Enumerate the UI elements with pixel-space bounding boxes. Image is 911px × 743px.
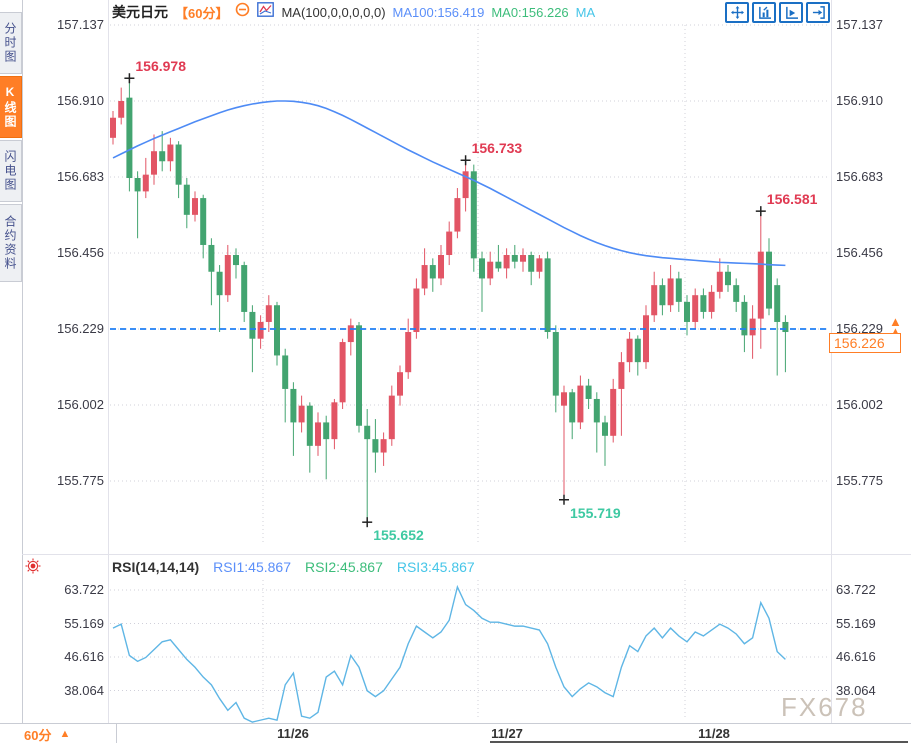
marked-high-price-label: 156.733 (471, 140, 523, 157)
timeframe-selector-arrow-icon: ▲ (59, 728, 71, 740)
price-axis-label-right: 157.137 (836, 17, 883, 32)
rsi-axis-label-right: 46.616 (836, 649, 876, 664)
rsi-axis-label-left: 46.616 (64, 649, 104, 664)
rsi-header: RSI(14,14,14) RSI1:45.867 RSI2:45.867 RS… (112, 559, 475, 575)
symbol-title: 美元日元 (112, 4, 168, 20)
ma-settings-label[interactable]: MA(100,0,0,0,0,0) (281, 4, 386, 20)
price-axis-label-right: 156.002 (836, 397, 883, 412)
rsi-axis-label-left: 55.169 (64, 615, 104, 631)
chart-header: 美元日元 【60分】 MA(100,0,0,0,0,0) MA100:156.4… (112, 2, 596, 22)
ma-indicator-icon[interactable] (257, 2, 275, 22)
horizontal-scrollbar[interactable] (490, 741, 908, 743)
price-axis-label-left: 156.910 (57, 93, 104, 108)
rsi-axis-label-right: 38.064 (836, 682, 876, 698)
rsi2-value-label: RSI2:45.867 (305, 559, 383, 575)
chart-play-icon[interactable] (779, 2, 803, 23)
indicator-settings-icon[interactable] (25, 558, 41, 579)
chart-zoom-in-icon[interactable] (752, 2, 776, 23)
ma-extra-label: MA (575, 4, 596, 20)
marked-high-price-label: 156.978 (135, 58, 186, 75)
price-axis-label-right: 156.683 (836, 169, 883, 184)
bottom-bar: 60分 ▲ (0, 723, 911, 743)
price-axis-label-left: 156.002 (57, 397, 104, 412)
rsi3-value-label: RSI3:45.867 (396, 559, 475, 575)
collapse-indicator-icon[interactable] (235, 2, 250, 22)
price-axis-label-left: 156.683 (57, 169, 104, 184)
price-axis-label-right: 156.229 (836, 321, 883, 336)
price-axis-label-right: 156.456 (836, 245, 883, 260)
sidebar-tab-kline[interactable]: K线图 (0, 76, 22, 138)
sidebar-tab-timeshare[interactable]: 分时图 (0, 12, 22, 74)
rsi-settings-label[interactable]: RSI(14,14,14) (112, 559, 200, 575)
price-axis-label-left: 156.229 (57, 321, 104, 336)
price-axis-label-right: 156.910 (836, 93, 883, 108)
rsi-axis-label-right: 63.722 (836, 582, 876, 597)
sidebar-tab-contract-info[interactable]: 合约资料 (0, 204, 22, 282)
marked-low-price-label: 155.719 (570, 504, 621, 521)
rsi-axis-label-right: 55.169 (836, 615, 876, 631)
timeframe-selector[interactable]: 60分 ▲ (0, 724, 117, 743)
timeframe-selector-label: 60分 (24, 727, 52, 743)
panel-separator (22, 554, 911, 555)
sidebar: 分时图 K线图 闪电图 合约资料 (0, 0, 23, 723)
plot-left-border (108, 0, 109, 723)
crosshair-move-icon[interactable] (725, 2, 749, 23)
x-axis-date-label: 11/27 (491, 726, 523, 741)
price-axis-label-right: 155.775 (836, 473, 883, 488)
rsi-axis-label-left: 63.722 (64, 582, 104, 597)
timeframe-label[interactable]: 【60分】 (175, 5, 229, 21)
marked-high-price-label: 156.581 (766, 191, 818, 208)
plot-right-border (831, 0, 832, 723)
rsi1-value-label: RSI1:45.867 (213, 559, 292, 575)
marked-low-price-label: 155.652 (373, 527, 424, 544)
chart-toolbar (725, 2, 830, 23)
watermark: FX678 (781, 692, 868, 722)
price-axis-label-left: 155.775 (57, 473, 104, 488)
x-axis-date-label: 11/28 (698, 726, 730, 741)
rsi-axis-label-left: 38.064 (64, 682, 104, 698)
sidebar-tab-lightning[interactable]: 闪电图 (0, 140, 22, 202)
x-axis-date-label: 11/26 (277, 726, 309, 741)
ma0-value-label: MA0:156.226 (491, 4, 569, 20)
price-axis-label-left: 156.456 (57, 245, 104, 260)
price-axis-label-left: 157.137 (57, 17, 104, 32)
exit-chart-icon[interactable] (806, 2, 830, 23)
ma100-value-label: MA100:156.419 (392, 4, 485, 20)
current-price-tag: 156.226 (829, 333, 901, 353)
